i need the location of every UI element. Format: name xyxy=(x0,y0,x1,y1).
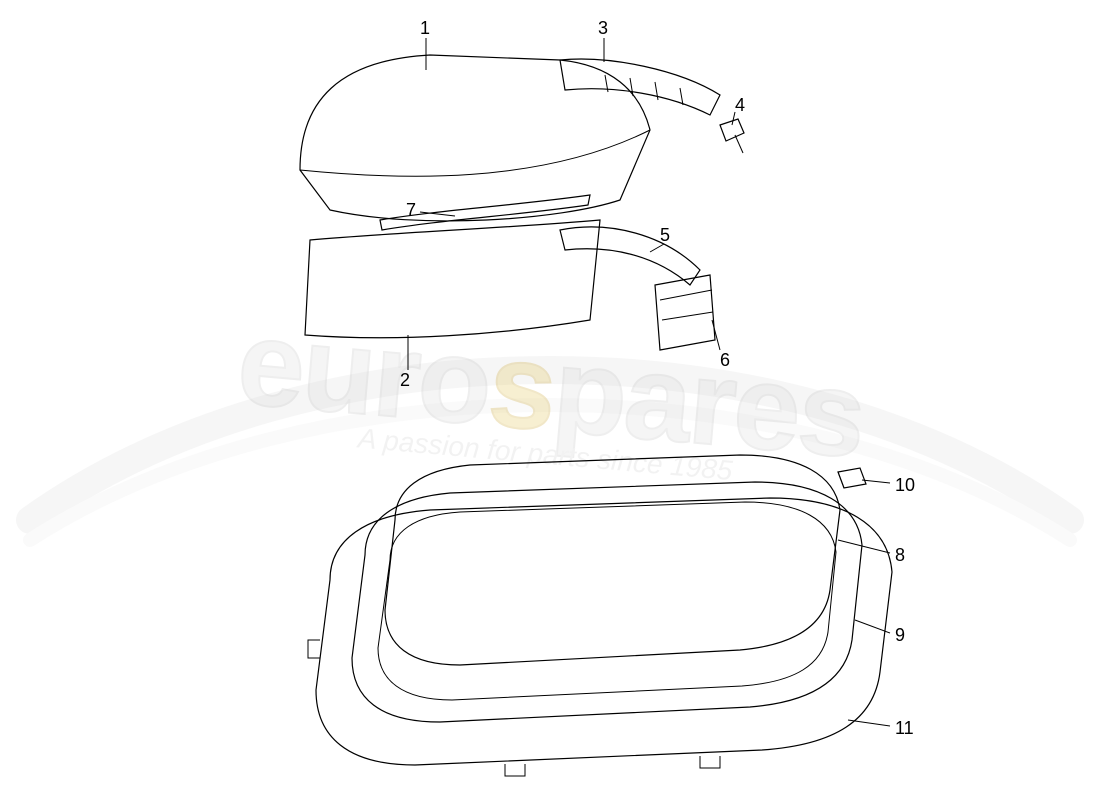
callout-3: 3 xyxy=(598,18,608,39)
callout-9: 9 xyxy=(895,625,905,646)
leader-lines xyxy=(408,38,890,726)
callout-7: 7 xyxy=(406,200,416,221)
part-10-clip xyxy=(838,468,866,488)
part-8-glass xyxy=(385,455,840,665)
part-2-roof-lower xyxy=(305,220,600,338)
diagram-canvas: eurospares A passion for parts since 198… xyxy=(0,0,1100,800)
part-6-bracket xyxy=(655,275,715,350)
parts-drawing xyxy=(0,0,1100,800)
callout-1: 1 xyxy=(420,18,430,39)
callout-8: 8 xyxy=(895,545,905,566)
callout-4: 4 xyxy=(735,95,745,116)
part-5-rear-side xyxy=(560,227,700,285)
part-1-roof-upper xyxy=(300,55,650,221)
callout-2: 2 xyxy=(400,370,410,391)
callout-11: 11 xyxy=(895,718,914,739)
callout-5: 5 xyxy=(660,225,670,246)
part-9-inner-frame xyxy=(352,482,862,722)
callout-10: 10 xyxy=(895,475,915,496)
part-3-rear-finisher xyxy=(560,59,720,115)
callout-6: 6 xyxy=(720,350,730,371)
